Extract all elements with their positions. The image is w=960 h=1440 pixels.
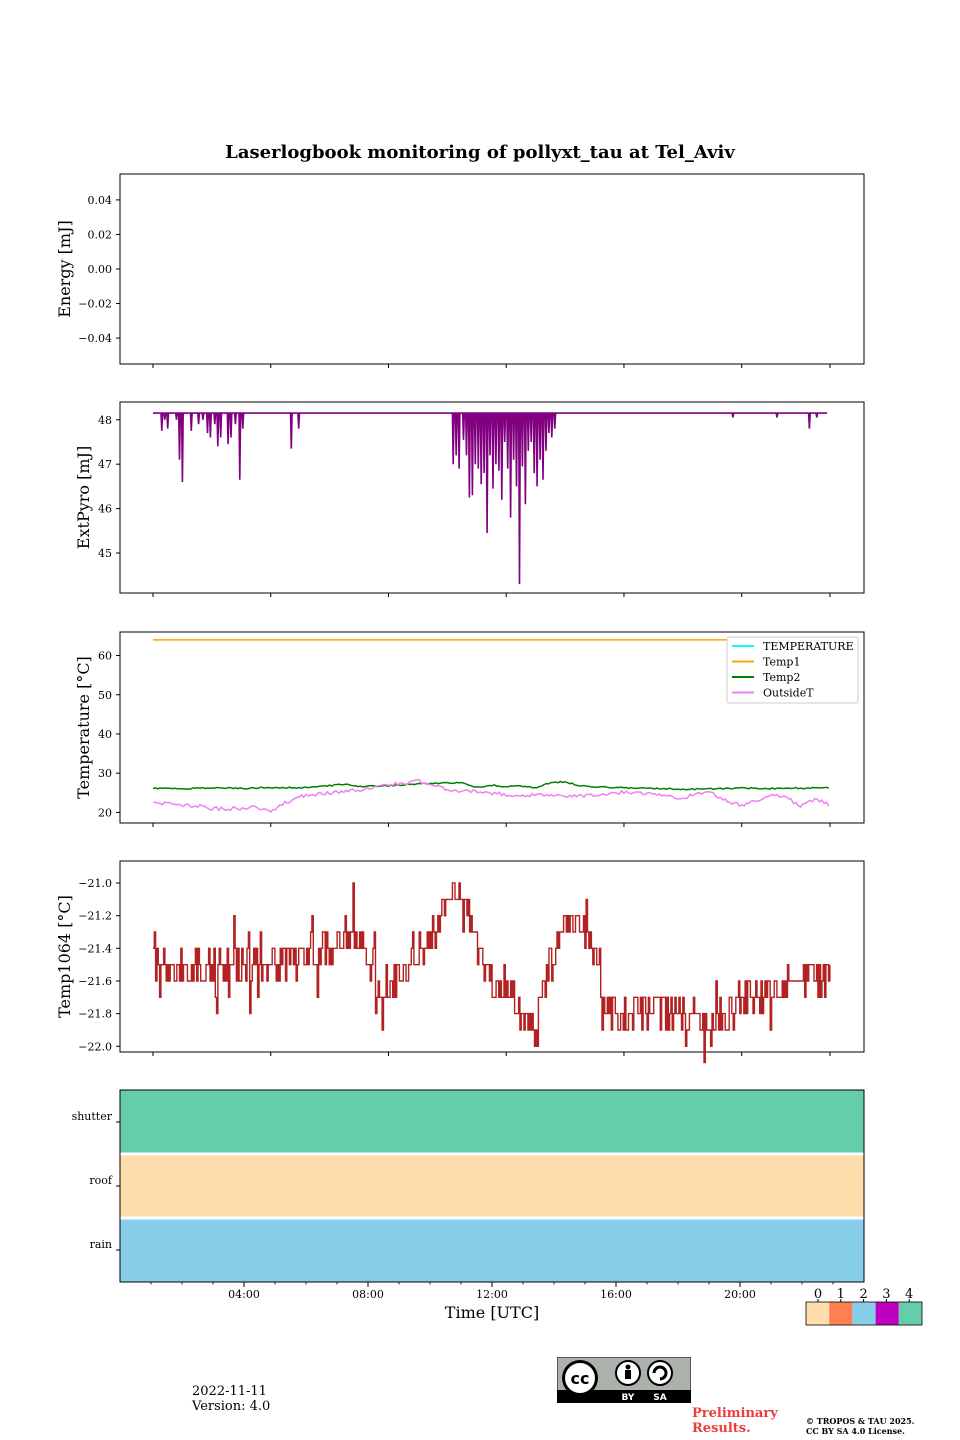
colorbar-swatch <box>852 1302 876 1325</box>
legend-label: OutsideT <box>763 687 814 700</box>
axes-frame <box>119 401 865 594</box>
y-tick-label: 30 <box>98 767 112 780</box>
svg-text:BY: BY <box>622 1393 635 1403</box>
panel-extpyro: 48 47 46 45 ExtPyro [mJ] <box>74 401 865 597</box>
y-tick-label: −0.02 <box>78 298 112 311</box>
y-tick-label: 60 <box>98 650 112 663</box>
panel-temperature: 60 50 40 30 20 Temperature [°C] TEMPERATURE Tem… <box>74 631 865 827</box>
y-tick-label: 20 <box>98 806 112 819</box>
colorbar-swatch <box>829 1302 853 1325</box>
status-row-rain <box>120 1219 864 1282</box>
y-axis-label: Energy [mJ] <box>55 220 74 318</box>
footer-date-version: 2022-11-11 Version: 4.0 <box>192 1384 270 1414</box>
legend-label: Temp1 <box>763 656 800 669</box>
y-tick-label: 45 <box>98 547 112 560</box>
svg-text:SA: SA <box>653 1393 666 1403</box>
copyright-line-2: CC BY SA 4.0 License. <box>806 1426 905 1436</box>
y-tick-label: −21.8 <box>78 1008 112 1021</box>
colorbar-tick-label: 4 <box>905 1287 913 1302</box>
y-tick-label: 48 <box>98 414 112 427</box>
axes-frame <box>119 860 865 1053</box>
colorbar-swatch <box>898 1302 922 1325</box>
status-row-shutter <box>120 1090 864 1153</box>
y-tick-label: −0.04 <box>78 332 112 345</box>
y-tick-label: 50 <box>98 689 112 702</box>
panel-energy: 0.04 0.02 0.00 −0.02 −0.04 Energy [mJ] <box>55 173 865 368</box>
series-temp2-line <box>152 780 830 791</box>
y-tick-label: 46 <box>98 503 112 516</box>
y-tick-label: 40 <box>98 728 112 741</box>
status-row-roof <box>120 1155 864 1217</box>
series-outsidet-line <box>152 778 830 813</box>
svg-text:cc: cc <box>571 1369 590 1388</box>
copyright-note: © TROPOS & TAU 2025. CC BY SA 4.0 Licens… <box>806 1416 914 1436</box>
colorbar-tick-label: 1 <box>837 1287 845 1302</box>
colorbar-tick-label: 0 <box>814 1287 822 1302</box>
status-row-label: roof <box>89 1174 113 1187</box>
y-tick-label: 47 <box>98 458 112 471</box>
y-tick-label: 0.00 <box>88 263 113 276</box>
x-tick-label: 12:00 <box>476 1288 508 1301</box>
preliminary-line-1: Preliminary <box>692 1406 778 1421</box>
colorbar-swatch <box>806 1302 830 1325</box>
colorbar-swatch <box>875 1302 899 1325</box>
y-tick-label: −21.6 <box>78 975 112 988</box>
legend-label: Temp2 <box>763 671 800 684</box>
y-tick-label: 0.02 <box>88 228 113 241</box>
copyright-line-1: © TROPOS & TAU 2025. <box>806 1416 915 1426</box>
series-extpyro-line <box>153 412 828 585</box>
y-tick-label: −21.2 <box>78 910 112 923</box>
preliminary-results-note: Preliminary Results. <box>692 1406 778 1436</box>
y-tick-label: −22.0 <box>78 1040 112 1053</box>
x-tick-label: 16:00 <box>600 1288 632 1301</box>
colorbar-tick-label: 3 <box>882 1287 890 1302</box>
x-tick-label: 04:00 <box>228 1288 260 1301</box>
y-axis-label: Temperature [°C] <box>74 656 93 799</box>
y-tick-label: −21.0 <box>78 877 112 890</box>
status-row-label: shutter <box>72 1110 113 1123</box>
axes-frame <box>119 631 865 824</box>
x-tick-label: 08:00 <box>352 1288 384 1301</box>
axes-frame <box>119 173 865 365</box>
panel-temp1064: −21.0 −21.2 −21.4 −21.6 −21.8 −22.0 Temp1064 [… <box>55 860 865 1064</box>
y-tick-label: 0.04 <box>88 194 113 207</box>
y-tick-label: −21.4 <box>78 942 112 955</box>
x-axis-label: Time [UTC] <box>445 1303 539 1322</box>
y-axis-label: Temp1064 [°C] <box>55 895 74 1018</box>
preliminary-line-2: Results. <box>692 1421 751 1436</box>
footer-version: Version: 4.0 <box>192 1399 271 1414</box>
colorbar-tick-label: 2 <box>859 1287 867 1302</box>
chart-title: Laserlogbook monitoring of pollyxt_tau a… <box>225 142 735 163</box>
panel-status: shutter roof rain 04:00 08:00 12:00 16:00 20:00… <box>72 1089 865 1322</box>
legend-box <box>726 636 859 704</box>
series-temp1064-line <box>153 882 831 1064</box>
y-axis-label: ExtPyro [mJ] <box>74 446 93 549</box>
footer-date: 2022-11-11 <box>192 1384 267 1399</box>
legend-label: TEMPERATURE <box>763 640 854 653</box>
cc-by-sa-logo: cc BY SA <box>557 1357 691 1403</box>
chart-legend: TEMPERATURE Temp1 Temp2 OutsideT <box>726 636 859 704</box>
status-row-label: rain <box>90 1238 112 1251</box>
x-tick-label: 20:00 <box>724 1288 756 1301</box>
